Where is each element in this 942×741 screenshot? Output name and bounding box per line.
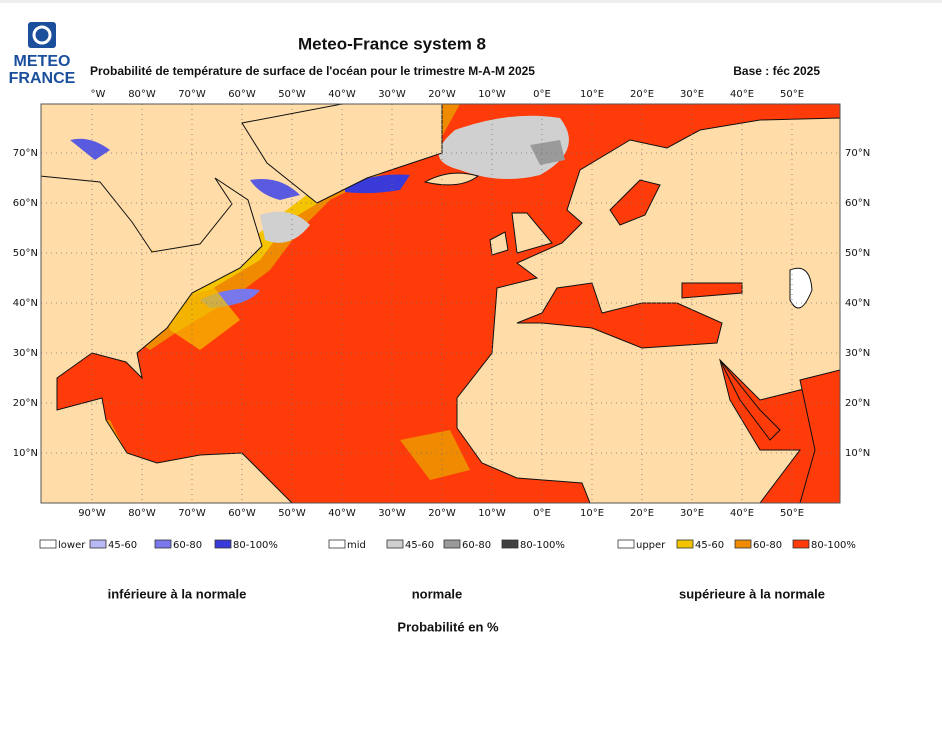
lat-label: 40°N (845, 298, 870, 309)
lon-label: 10°W (478, 508, 506, 519)
axis-labels: 90°W 80°W 70°W 60°W 50°W 40°W 30°W 20°W 10°W 0°E 1… (13, 89, 870, 519)
lon-label: 0°E (533, 89, 551, 100)
legend-swatch (792, 539, 810, 549)
base-date: Base : féc 2025 (733, 64, 820, 78)
lon-label: 10°W (478, 89, 506, 100)
lat-label: 60°N (13, 198, 38, 209)
legend-label: 45-60 (695, 540, 724, 551)
lon-label: 0°E (533, 508, 551, 519)
lat-label: 50°N (845, 248, 870, 259)
lon-label: 30°E (680, 508, 704, 519)
lat-label: 30°N (13, 348, 38, 359)
legend-swatch (214, 539, 232, 549)
legend-label: 60-80 (462, 540, 491, 551)
caption: inférieure à la normale (108, 586, 247, 601)
logo-text: FRANCE (9, 70, 76, 87)
lat-label: 70°N (13, 148, 38, 159)
seas (516, 179, 840, 503)
graticule (41, 104, 840, 503)
lon-label: 50°E (780, 89, 804, 100)
lat-label: 60°N (845, 198, 870, 209)
subtitle: Probabilité de température de surface de… (90, 64, 535, 78)
legend-label: 80-100% (520, 540, 565, 551)
legend-swatch (386, 539, 404, 549)
lon-label: 20°E (630, 508, 654, 519)
lon-label: 30°W (378, 508, 406, 519)
lon-label: 60°W (228, 508, 256, 519)
lon-label: 80°W (128, 89, 156, 100)
legend: lower 45-60 60-80 80-100% mid 45-60 60-80 80-10… (39, 539, 856, 551)
legend-swatch (734, 539, 752, 549)
lon-label: 90°W (78, 508, 106, 519)
lon-label: 60°W (228, 89, 256, 100)
lon-label: 40°W (328, 89, 356, 100)
legend-label: 45-60 (405, 540, 434, 551)
title: Meteo-France system 8 (298, 34, 486, 53)
caspian (789, 267, 813, 309)
lon-label: 10°E (580, 89, 604, 100)
lat-label: 40°N (13, 298, 38, 309)
lat-label: 20°N (845, 398, 870, 409)
lon-label: 50°E (780, 508, 804, 519)
lon-label: 10°E (580, 508, 604, 519)
legend-label: 80-100% (233, 540, 278, 551)
legend-label: 80-100% (811, 540, 856, 551)
legend-swatch (617, 539, 635, 549)
lat-label: 10°N (845, 448, 870, 459)
lat-label: 10°N (13, 448, 38, 459)
lon-label: 30°E (680, 89, 704, 100)
lon-label: 40°W (328, 508, 356, 519)
legend-label: upper (636, 540, 666, 551)
caption: normale (412, 586, 463, 601)
legend-swatch (89, 539, 107, 549)
lon-label: 50°W (278, 89, 306, 100)
top-strip (0, 0, 942, 3)
legend-swatch (501, 539, 519, 549)
legend-swatch (154, 539, 172, 549)
legend-label: mid (347, 540, 366, 551)
map-frame (40, 103, 841, 504)
legend-swatch (676, 539, 694, 549)
legend-swatch (39, 539, 57, 549)
lat-label: 20°N (13, 398, 38, 409)
map (41, 104, 840, 503)
lon-label: 80°W (128, 508, 156, 519)
lon-label: 20°W (428, 89, 456, 100)
lat-label: 50°N (13, 248, 38, 259)
legend-swatch (443, 539, 461, 549)
lon-label: 40°E (730, 508, 754, 519)
lon-label: 30°W (378, 89, 406, 100)
logo-text: METEO (14, 53, 71, 70)
legend-label: 60-80 (753, 540, 782, 551)
lon-label: 20°E (630, 89, 654, 100)
lon-label: 70°W (178, 508, 206, 519)
lon-label: 70°W (178, 89, 206, 100)
lon-label: 40°E (730, 89, 754, 100)
legend-label: lower (58, 540, 86, 551)
caption: supérieure à la normale (679, 586, 825, 601)
lat-label: 30°N (845, 348, 870, 359)
legend-swatch (328, 539, 346, 549)
lon-label: 50°W (278, 508, 306, 519)
legend-label: 45-60 (108, 540, 137, 551)
legend-label: 60-80 (173, 540, 202, 551)
lat-label: 70°N (845, 148, 870, 159)
lon-label: °W (91, 89, 106, 100)
logo: METEO FRANCE (9, 22, 76, 87)
footer: Probabilité en % (397, 619, 499, 634)
lon-label: 20°W (428, 508, 456, 519)
